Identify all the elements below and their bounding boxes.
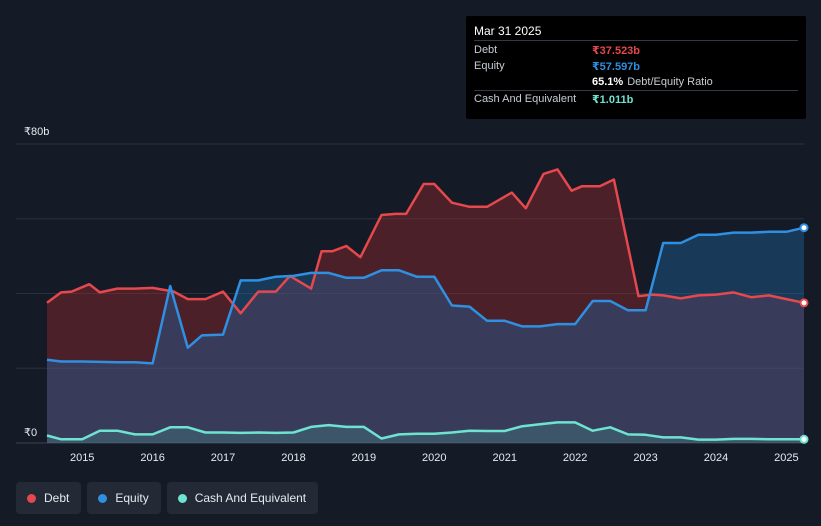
area-equity: [47, 227, 804, 443]
tooltip-cash-value: ₹1.011b: [592, 93, 634, 106]
x-tick-label: 2016: [140, 452, 164, 464]
line-cash: [46, 421, 804, 441]
tooltip-date: Mar 31 2025: [474, 23, 798, 41]
tooltip-debt-label: Debt: [474, 44, 498, 56]
legend-label-debt: Debt: [44, 491, 70, 505]
line-equity: [46, 226, 805, 365]
area-debt: [47, 169, 804, 443]
x-tick-label: 2017: [211, 452, 235, 464]
tooltip-equity-label: Equity: [474, 60, 505, 72]
legend-item-cash[interactable]: Cash And Equivalent: [166, 482, 319, 514]
chart-legend: Debt Equity Cash And Equivalent: [16, 482, 319, 514]
tooltip-ratio-row: 65.1% Debt/Equity Ratio: [474, 74, 798, 90]
legend-item-debt[interactable]: Debt: [16, 482, 82, 514]
legend-dot-equity: [98, 493, 108, 503]
end-point-cash: [799, 434, 809, 444]
x-tick-label: 2024: [704, 452, 728, 464]
legend-label-equity: Equity: [115, 491, 149, 505]
x-tick-label: 2022: [563, 452, 587, 464]
x-tick-label: 2015: [70, 452, 94, 464]
tooltip-ratio-label: Debt/Equity Ratio: [627, 76, 713, 88]
tooltip-equity-row: Equity ₹57.597b: [474, 58, 798, 74]
x-tick-label: 2019: [352, 452, 376, 464]
x-tick-label: 2021: [492, 452, 516, 464]
x-tick-label: 2025: [774, 452, 798, 464]
legend-dot-cash: [177, 493, 187, 503]
series-end-markers: [799, 223, 809, 444]
area-cash: [47, 422, 804, 443]
x-tick-label: 2020: [422, 452, 446, 464]
legend-label-cash: Cash And Equivalent: [194, 491, 307, 505]
tooltip-cash-label: Cash And Equivalent: [474, 93, 577, 105]
y-tick-label-bottom: ₹0: [24, 427, 37, 439]
tooltip-debt-row: Debt ₹37.523b: [474, 42, 798, 58]
data-tooltip: Mar 31 2025 Debt ₹37.523b Equity ₹57.597…: [466, 16, 806, 119]
tooltip-cash-row: Cash And Equivalent ₹1.011b: [474, 90, 798, 107]
x-axis: 2015 2016 2017 2018 2019 2020 2021 2022 2023 2024…: [70, 452, 799, 464]
y-tick-label-top: ₹80b: [24, 126, 49, 138]
tooltip-equity-value: ₹57.597b: [592, 60, 641, 73]
tooltip-debt-value: ₹37.523b: [592, 44, 641, 57]
end-point-debt: [799, 298, 809, 308]
tooltip-ratio-value: 65.1%: [592, 76, 624, 88]
end-point-equity: [799, 223, 809, 233]
legend-dot-debt: [27, 493, 36, 503]
gridlines: [16, 143, 804, 444]
series-areas: [47, 169, 804, 443]
legend-item-equity[interactable]: Equity: [87, 482, 161, 514]
x-tick-label: 2023: [633, 452, 657, 464]
x-tick-label: 2018: [281, 452, 305, 464]
series-lines: [46, 168, 805, 441]
